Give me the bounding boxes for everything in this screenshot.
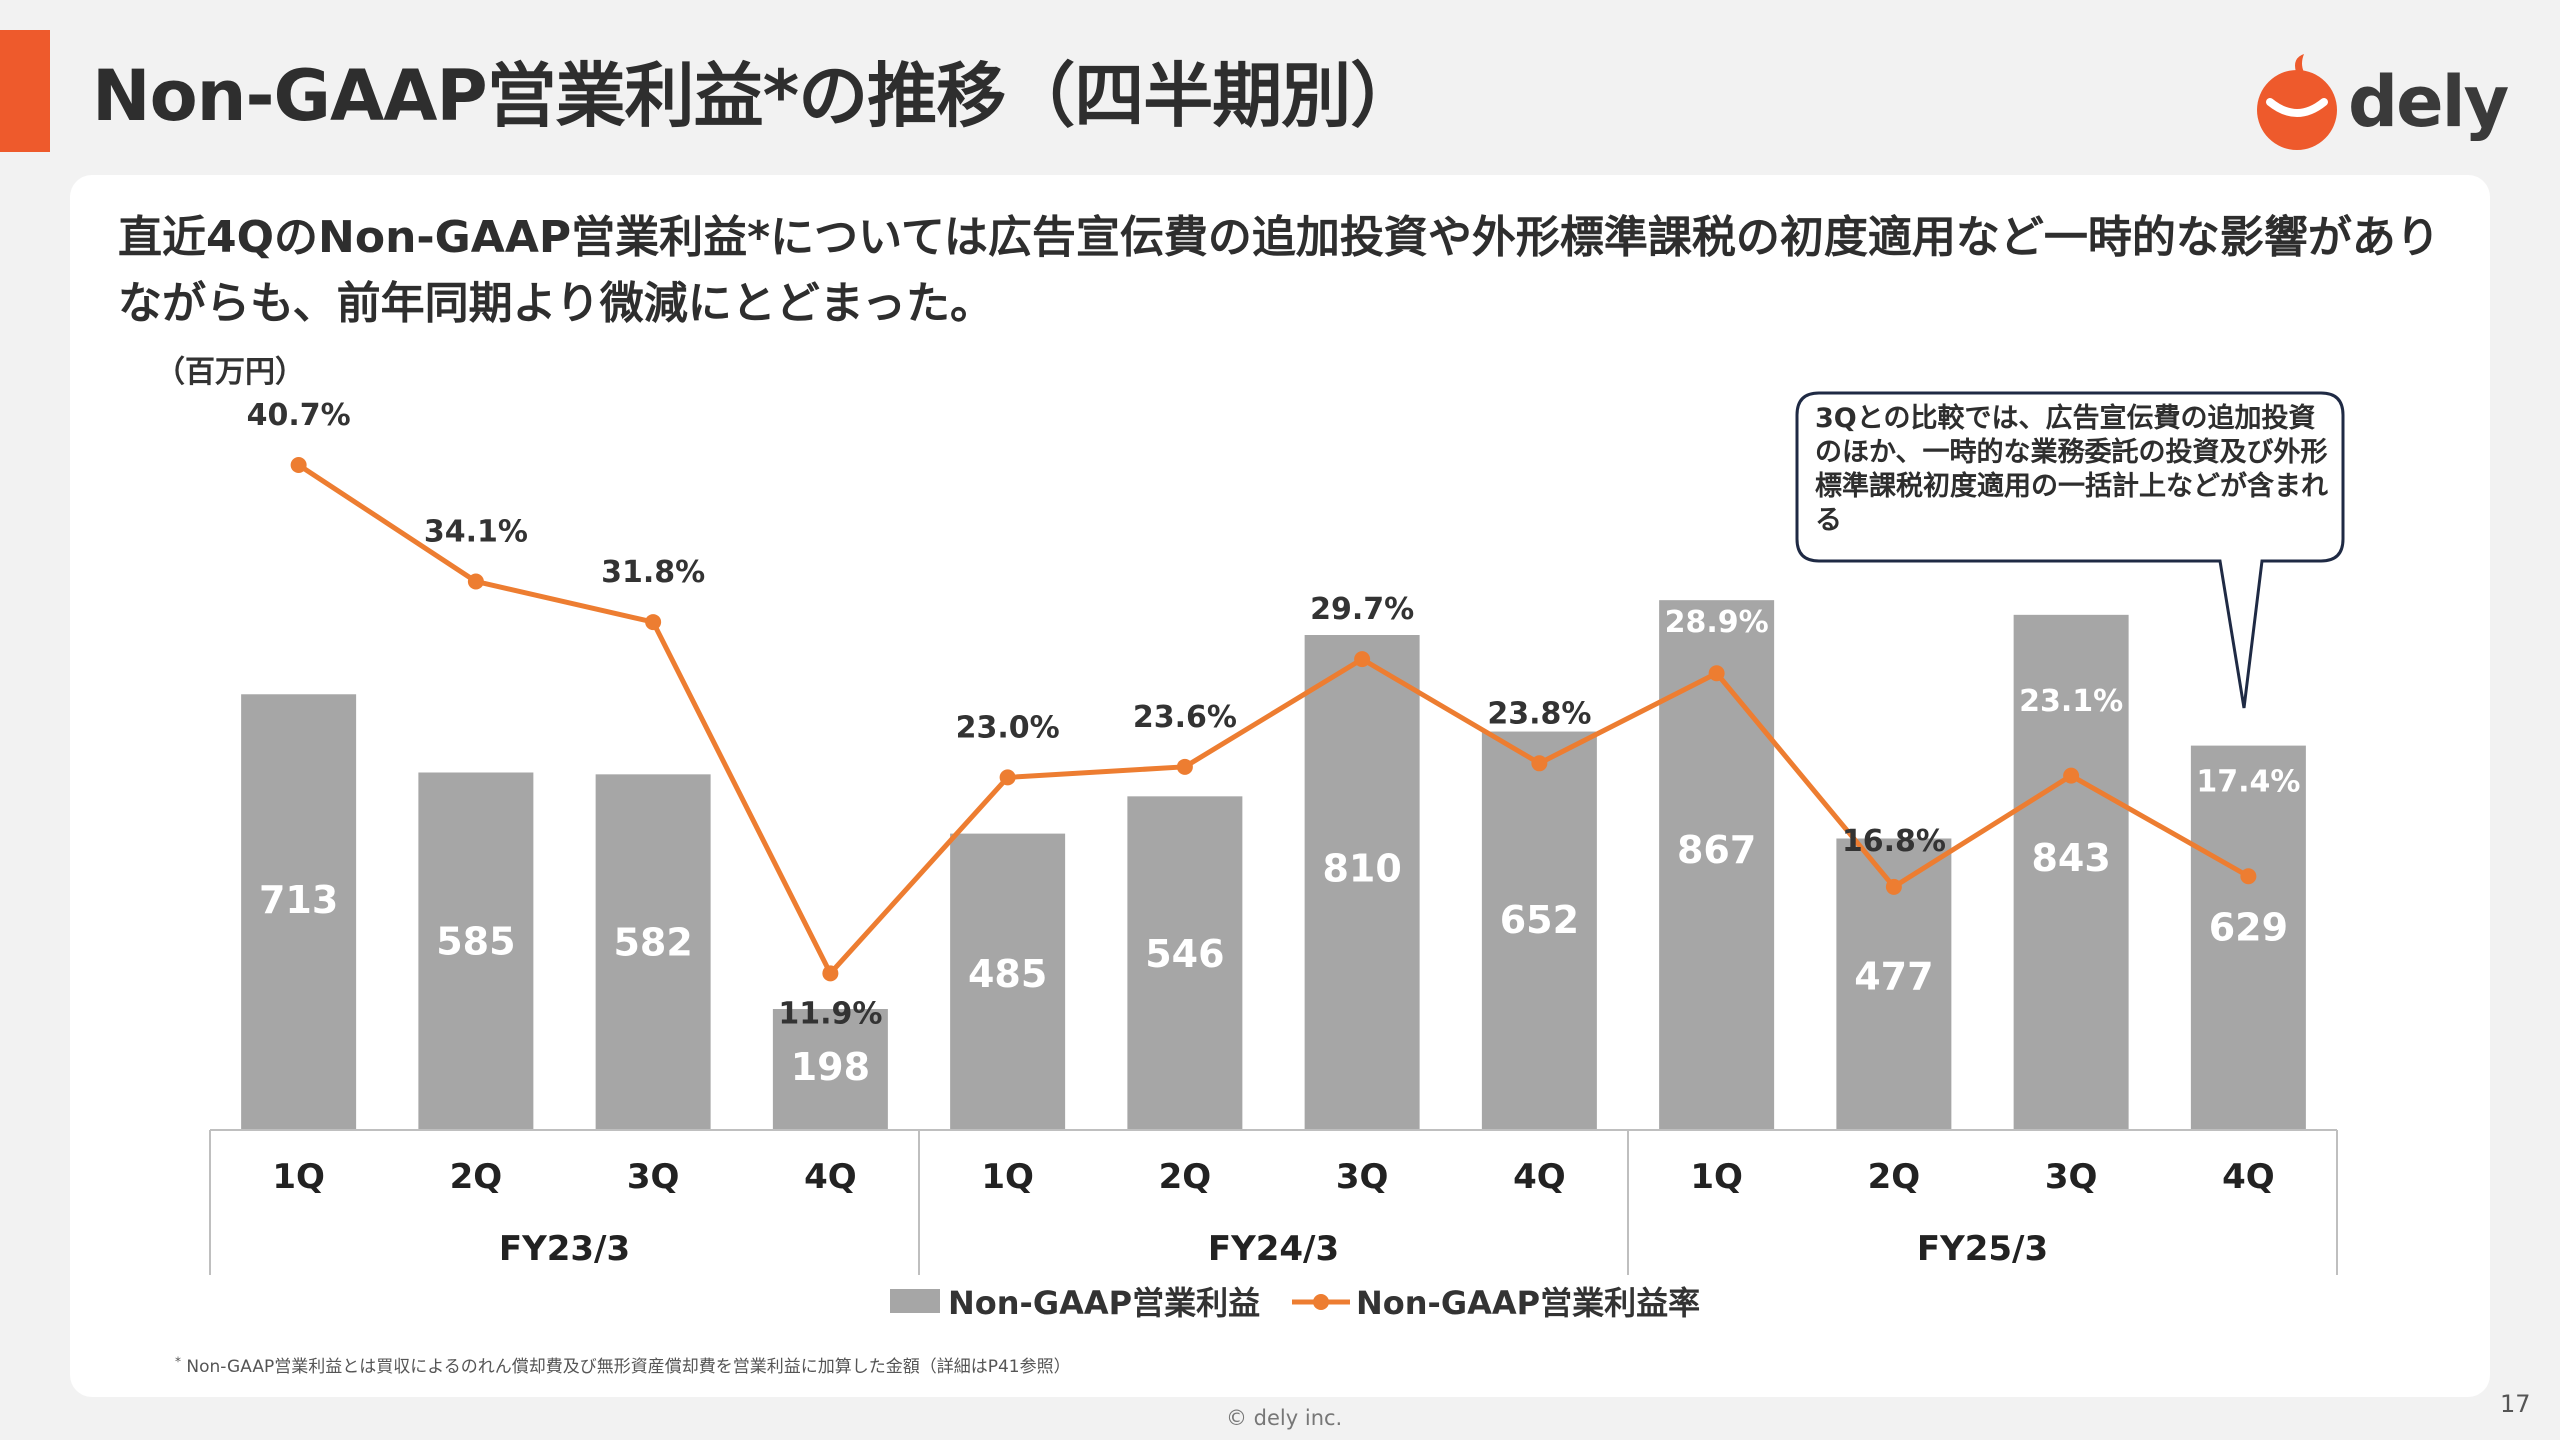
footnote: * Non-GAAP営業利益とは買収によるのれん償却費及び無形資産償却費を営業利… <box>175 1352 1071 1377</box>
margin-value-label: 34.1% <box>424 514 528 549</box>
category-label: 4Q <box>2222 1157 2275 1197</box>
bar <box>1127 796 1243 1130</box>
footnote-text: Non-GAAP営業利益とは買収によるのれん償却費及び無形資産償却費を営業利益に… <box>186 1357 1071 1377</box>
group-label: FY25/3 <box>1917 1229 2048 1269</box>
margin-value-label: 17.4% <box>2196 765 2300 800</box>
bar <box>2190 745 2306 1130</box>
margin-point <box>2240 868 2257 885</box>
bar-value-label: 585 <box>436 920 515 964</box>
legend-bar-swatch <box>890 1289 940 1313</box>
margin-value-label: 31.8% <box>601 555 705 590</box>
category-label: 3Q <box>1336 1157 1389 1197</box>
category-label: 4Q <box>804 1157 857 1197</box>
bar <box>950 833 1066 1130</box>
bar <box>595 774 711 1130</box>
callout-bubble <box>1795 391 2345 709</box>
unit-label: （百万円） <box>155 355 305 390</box>
callout-layer <box>1795 391 2345 709</box>
bar-value-label: 810 <box>1322 847 1401 891</box>
margin-value-label: 16.8% <box>1842 824 1946 859</box>
margin-value-label: 40.7% <box>247 398 351 433</box>
margin-point <box>1176 758 1193 775</box>
margin-point <box>822 965 839 982</box>
margin-line <box>297 462 2250 976</box>
line-layer: 40.7% 34.1% 31.8% 11.9% 23.0% 23.6% 29.7% 23.8%… <box>247 398 2301 1031</box>
bar <box>772 1009 888 1130</box>
bar <box>418 772 534 1130</box>
bar-value-label: 198 <box>791 1045 870 1089</box>
margin-point <box>999 769 1016 786</box>
margin-point <box>2063 767 2080 784</box>
margin-point <box>645 614 662 631</box>
margin-value-label: 11.9% <box>778 996 882 1031</box>
bar <box>1659 600 1775 1130</box>
margin-point <box>290 457 307 473</box>
legend-line-marker <box>1313 1294 1329 1310</box>
bar-value-label: 843 <box>2031 836 2110 880</box>
margin-point <box>1531 755 1548 772</box>
category-label: 3Q <box>627 1157 680 1197</box>
page-number: 17 <box>2500 1390 2531 1418</box>
bar-value-label: 582 <box>613 920 692 964</box>
bar-value-label: 629 <box>2209 905 2288 949</box>
callout-text: 3Qとの比較では、広告宣伝費の追加投資のほか、一時的な業務委託の投資及び外形標準… <box>1815 403 2328 536</box>
bar <box>1304 635 1420 1130</box>
category-label: 2Q <box>1159 1157 1212 1197</box>
bar-value-label: 713 <box>259 878 338 922</box>
margin-value-label: 29.7% <box>1310 592 1414 627</box>
bar-value-label: 477 <box>1854 955 1933 999</box>
title-accent-bar <box>0 30 50 152</box>
footnote-mark: * <box>175 1354 181 1369</box>
category-label: 1Q <box>272 1157 325 1197</box>
margin-value-label: 28.9% <box>1665 605 1769 640</box>
dely-logo-icon <box>2257 54 2337 150</box>
category-label: 2Q <box>450 1157 503 1197</box>
bars-layer: 713 585 582 198 485 546 810 652 867 477 843 629 <box>241 600 2306 1130</box>
page-title: Non-GAAP営業利益*の推移（四半期別） <box>92 55 1420 137</box>
margin-point <box>467 573 484 590</box>
legend-line-label: Non-GAAP営業利益率 <box>1356 1284 1700 1322</box>
dely-logo: dely <box>2252 52 2509 152</box>
group-label: FY23/3 <box>499 1229 630 1269</box>
category-label: 2Q <box>1868 1157 1921 1197</box>
margin-value-label: 23.1% <box>2019 684 2123 719</box>
bar-value-label: 867 <box>1677 828 1756 872</box>
axis-layer: （百万円） 1Q 2Q 3Q 4Q 1Q 2Q 3Q 4Q 1Q 2Q 3Q 4Q FY23/3 FY24/… <box>155 355 2338 1275</box>
category-label: 3Q <box>2045 1157 2098 1197</box>
category-label: 1Q <box>981 1157 1034 1197</box>
bar <box>241 694 357 1130</box>
margin-point <box>1885 878 1902 895</box>
margin-value-label: 23.0% <box>956 710 1060 745</box>
logo-text: dely <box>2348 61 2509 143</box>
bar-value-label: 546 <box>1145 932 1224 976</box>
margin-point <box>1354 651 1371 668</box>
margin-point <box>1708 665 1725 682</box>
bar-value-label: 485 <box>968 952 1047 996</box>
bar <box>2013 614 2129 1130</box>
category-label: 1Q <box>1690 1157 1743 1197</box>
bar-value-label: 652 <box>1500 898 1579 942</box>
margin-value-label: 23.6% <box>1133 700 1237 735</box>
category-label: 4Q <box>1513 1157 1566 1197</box>
legend-bar-label: Non-GAAP営業利益 <box>948 1284 1260 1322</box>
legend-layer: Non-GAAP営業利益 Non-GAAP営業利益率 <box>890 1284 1700 1322</box>
bar <box>1481 731 1597 1130</box>
margin-value-label: 23.8% <box>1487 696 1591 731</box>
headline: 直近4QのNon-GAAP営業利益*については広告宣伝費の追加投資や外形標準課税… <box>118 212 2440 329</box>
group-label: FY24/3 <box>1208 1229 1339 1269</box>
copyright: © dely inc. <box>1226 1406 1343 1430</box>
